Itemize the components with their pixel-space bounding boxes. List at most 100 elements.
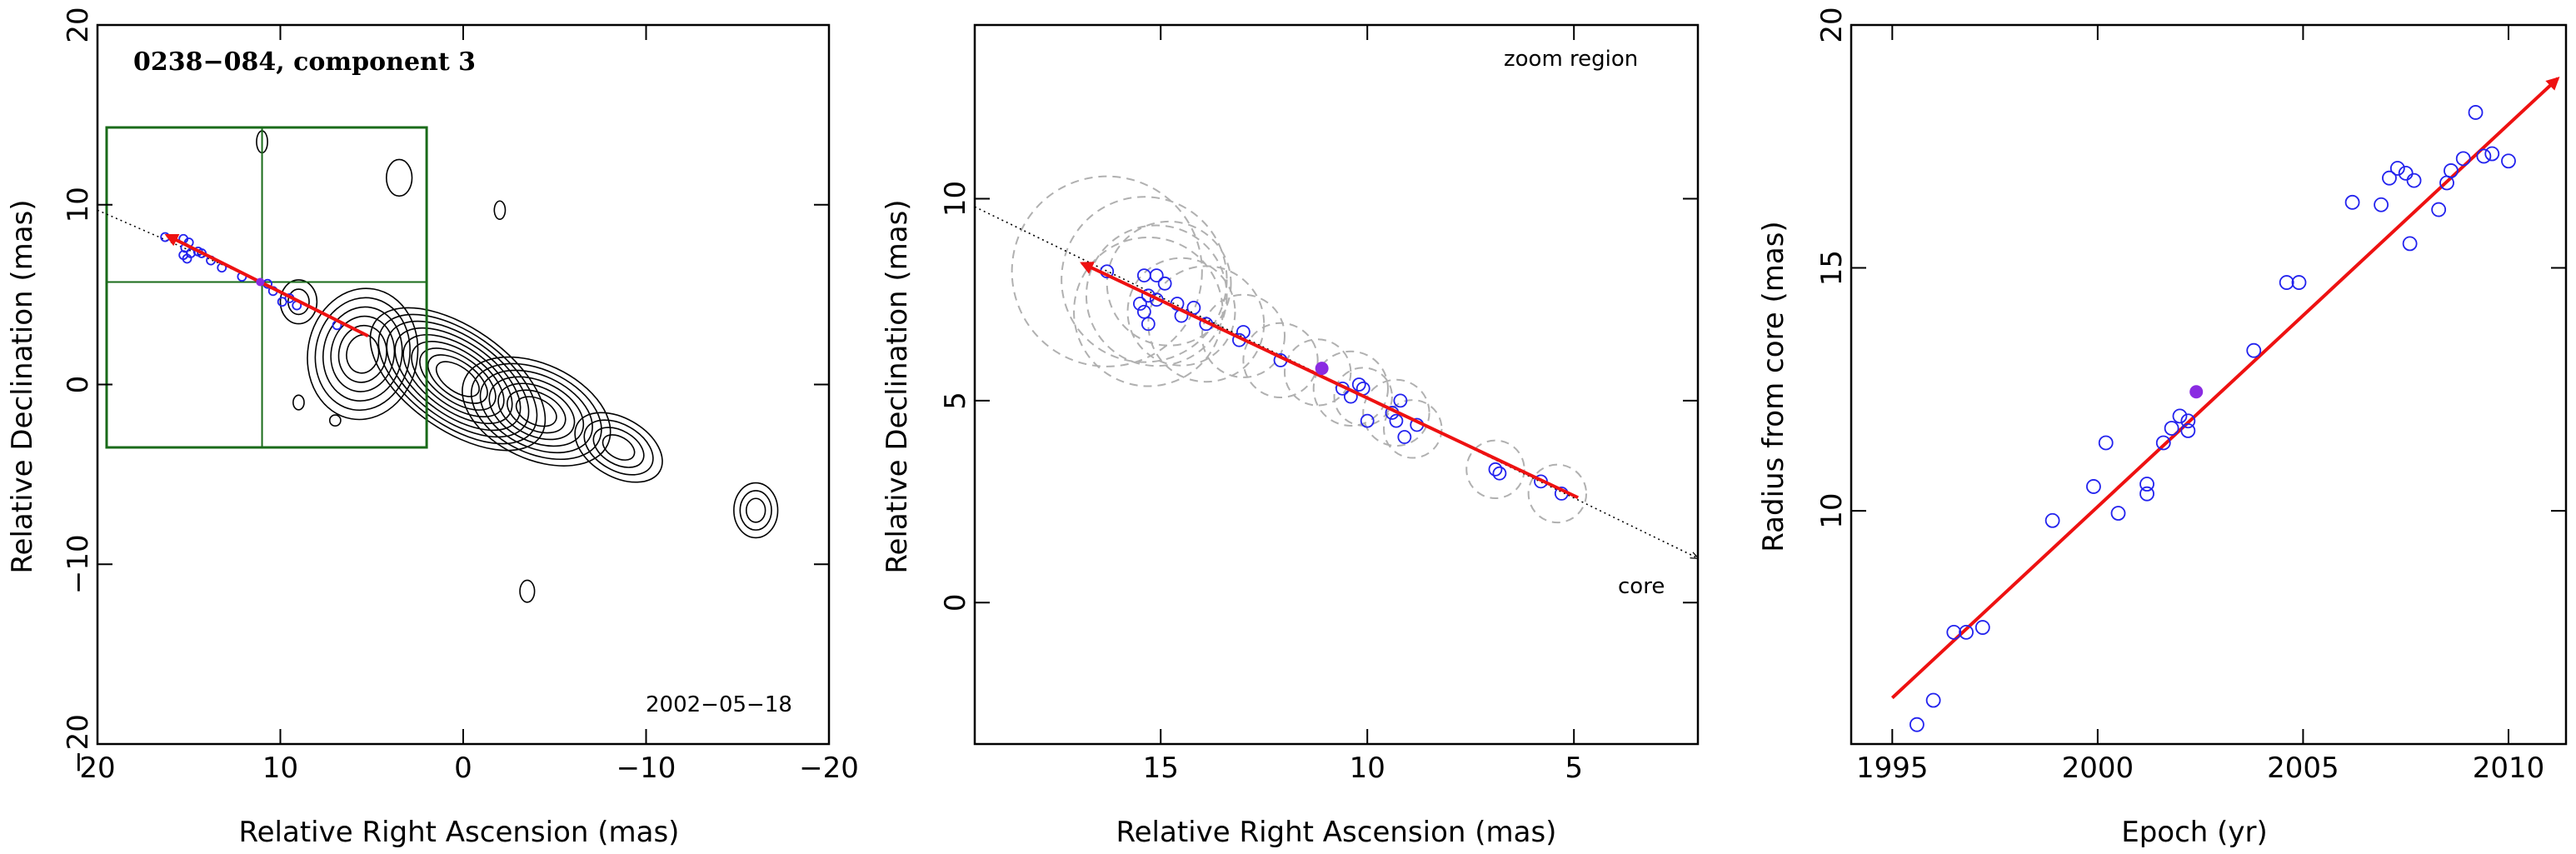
contour-level	[462, 356, 612, 467]
zoom-y-tick-label: 5	[939, 392, 972, 410]
component-position-marker	[1149, 268, 1164, 282]
contour-level	[328, 414, 342, 427]
contour-level	[488, 376, 585, 447]
component-position-marker	[1488, 462, 1503, 477]
zoom-x-tick-label: 10	[1350, 752, 1385, 785]
contour-level	[322, 306, 403, 402]
zoom-y-tick-label: 10	[939, 181, 972, 217]
contour-level	[330, 315, 396, 392]
epoch-y-axis-title: Radius from core (mas)	[1757, 221, 1790, 552]
contour-level	[745, 497, 766, 523]
zoom-x-tick-label: 15	[1143, 752, 1179, 785]
radius-measurement-marker	[2484, 146, 2500, 162]
radius-measurement-marker	[2110, 506, 2126, 521]
epoch-x-tick-label: 1995	[1856, 752, 1929, 785]
epoch-frame	[1850, 23, 2568, 746]
component-position-marker	[178, 250, 189, 261]
contour-map-panel: 20 10 0 −10 −20 −20 −10 0 10 20	[62, 7, 859, 785]
map-y-tick-label: 0	[62, 376, 95, 394]
map-x-tick-label: 0	[454, 752, 472, 785]
uncertainty-circle	[1106, 220, 1232, 347]
uncertainty-circle	[1465, 439, 1525, 500]
radius-measurement-marker	[1909, 717, 1925, 732]
core-label: core	[1618, 574, 1665, 599]
map-y-tick-label: −10	[62, 534, 95, 594]
radius-measurement-marker	[2180, 422, 2196, 438]
map-y-tick-label: −20	[62, 714, 95, 774]
uncertainty-circle	[1383, 399, 1443, 459]
contour-level	[497, 382, 576, 441]
map-x-tick-label: −20	[799, 752, 859, 785]
radius-measurement-marker	[2444, 163, 2459, 178]
contour-level	[493, 200, 507, 220]
uncertainty-circle	[1242, 322, 1319, 399]
uncertainty-circle	[1201, 293, 1286, 378]
contour-level	[574, 412, 663, 483]
linear-fit-arrow	[1890, 76, 2560, 700]
radius-measurement-marker	[2431, 202, 2447, 217]
epoch-y-tick-label: 20	[1815, 7, 1849, 42]
radius-measurement-marker	[2402, 236, 2418, 252]
zoom-y-tick-label: 0	[939, 593, 972, 612]
contour-level	[292, 394, 305, 411]
map-y-tick-label: 20	[62, 7, 95, 42]
contour-level	[386, 158, 413, 197]
contour-level	[519, 579, 536, 603]
zoom-y-axis-title: Relative Declination (mas)	[881, 199, 914, 573]
contour-level	[337, 324, 387, 383]
current-epoch-marker	[1315, 362, 1329, 376]
current-epoch-marker	[2189, 385, 2204, 399]
radius-measurement-marker	[2044, 512, 2060, 528]
zoom-frame	[973, 23, 1700, 746]
map-y-tick-label: 10	[62, 187, 95, 222]
component-position-marker	[1397, 430, 1412, 444]
map-x-tick-label: 20	[79, 752, 115, 785]
contour-level	[507, 389, 567, 434]
map-x-tick-label: −10	[617, 752, 676, 785]
radius-measurement-marker	[1974, 620, 1990, 635]
uncertainty-circle	[1147, 265, 1266, 383]
zoom-box	[105, 126, 428, 449]
radius-measurement-marker	[2455, 151, 2471, 167]
contour-level	[369, 307, 547, 452]
zoom-region-label: zoom region	[1504, 47, 1638, 72]
map-y-axis-title: Relative Declination (mas)	[6, 199, 39, 573]
epoch-x-tick-label: 2005	[2267, 752, 2339, 785]
radius-measurement-marker	[2155, 435, 2171, 451]
radius-measurement-marker	[2279, 275, 2294, 290]
contour-level	[394, 327, 522, 432]
radius-measurement-marker	[2398, 165, 2414, 181]
epoch-date-label: 2002−05−18	[646, 692, 792, 717]
map-title: 0238−084, component 3	[133, 47, 476, 77]
radius-measurement-marker	[2139, 486, 2154, 502]
component-position-marker	[1157, 276, 1172, 291]
component-position-marker	[1136, 304, 1151, 319]
uncertainty-circle	[1073, 236, 1224, 387]
radius-measurement-marker	[1925, 692, 1941, 708]
contour-level	[307, 287, 419, 421]
component-position-marker	[1360, 413, 1375, 428]
radius-measurement-marker	[2172, 408, 2188, 424]
contour-level	[592, 427, 645, 468]
radius-measurement-marker	[2246, 342, 2262, 358]
radius-measurement-marker	[2406, 172, 2422, 188]
uncertainty-circle	[1312, 350, 1389, 427]
zoom-region-panel: 15 10 5 0 5 10	[939, 23, 1700, 785]
zoom-x-tick-label: 5	[1565, 752, 1583, 785]
radius-measurement-marker	[1946, 624, 1962, 640]
component-position-marker	[1351, 377, 1366, 392]
contour-level	[314, 297, 411, 412]
epoch-x-tick-label: 2000	[2062, 752, 2134, 785]
uncertainty-circle	[1126, 257, 1236, 367]
component-position-marker	[1141, 317, 1156, 332]
contour-level	[602, 434, 636, 461]
radius-measurement-marker	[2180, 413, 2196, 429]
contour-level	[419, 347, 497, 411]
contour-level	[427, 354, 488, 404]
radius-measurement-marker	[2501, 153, 2516, 169]
jet-axis-line	[974, 206, 1698, 558]
contour-level	[402, 333, 513, 425]
component-position-marker	[1492, 466, 1507, 481]
